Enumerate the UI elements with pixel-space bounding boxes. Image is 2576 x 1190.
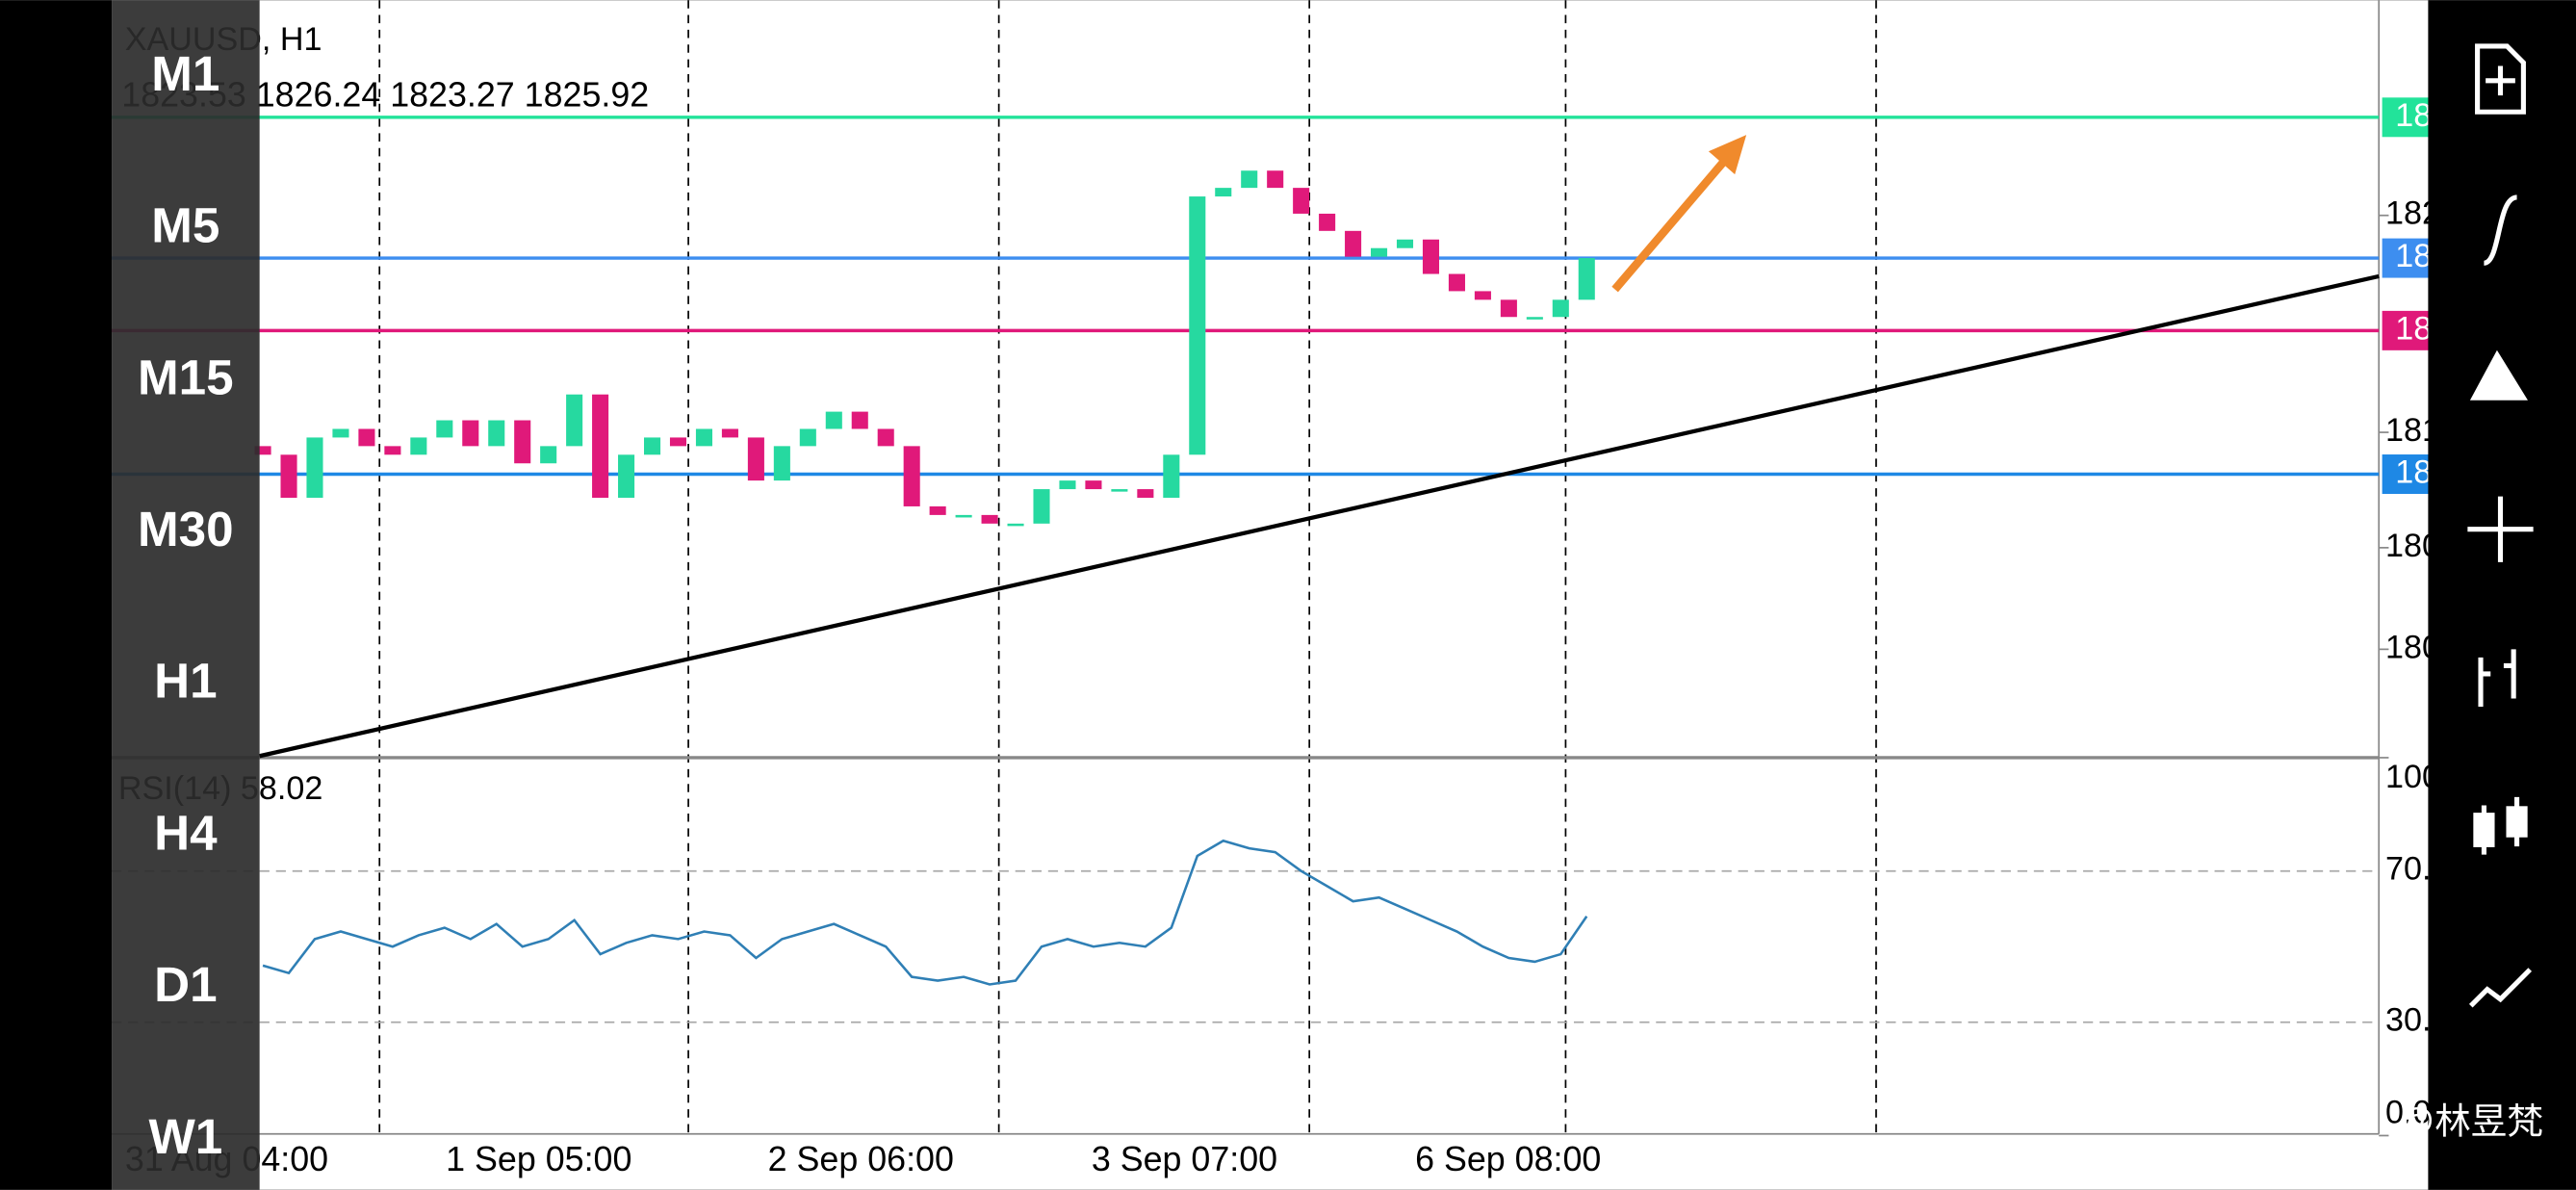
objects-icon[interactable]: [2469, 349, 2528, 401]
candle: [1215, 188, 1232, 197]
candle: [488, 420, 505, 447]
rsi-line: [262, 839, 1588, 986]
timeframe-panel: [112, 0, 260, 1190]
candle: [1085, 480, 1102, 490]
line-chart-icon[interactable]: [2468, 968, 2533, 1008]
candle: [1500, 299, 1517, 318]
timeframe-button[interactable]: D1: [154, 957, 217, 1012]
candle: [1137, 489, 1154, 499]
candle: [1267, 170, 1284, 189]
arrow-head: [1708, 135, 1747, 175]
candle: [1319, 213, 1336, 231]
candle: [384, 446, 401, 455]
time-label: 1 Sep 05:00: [446, 1140, 631, 1178]
candle: [332, 428, 349, 438]
candle: [306, 437, 323, 499]
time-label: 2 Sep 06:00: [768, 1140, 954, 1178]
timeframe-button[interactable]: H1: [154, 654, 217, 709]
candle: [436, 420, 453, 438]
candle: [1163, 454, 1180, 499]
candle: [1241, 170, 1258, 189]
candle: [358, 428, 375, 447]
candle: [1111, 489, 1128, 492]
candle: [669, 437, 687, 447]
timeframe-button[interactable]: W1: [148, 1109, 222, 1164]
candle: [618, 454, 635, 499]
candle: [592, 394, 609, 499]
candle: [1552, 299, 1569, 318]
time-label: 6 Sep 08:00: [1415, 1140, 1601, 1178]
timeframe-button[interactable]: H4: [154, 805, 218, 860]
new-order-icon[interactable]: [2475, 43, 2526, 115]
left-edge: [0, 0, 113, 1190]
timeframe-button[interactable]: M15: [138, 349, 234, 404]
timeframe-button[interactable]: M30: [138, 502, 234, 556]
bar-chart-icon[interactable]: [2478, 649, 2516, 708]
candle: [695, 428, 712, 447]
time-label: 3 Sep 07:00: [1092, 1140, 1277, 1178]
candle: [955, 514, 972, 518]
candle: [981, 514, 998, 524]
candle: [462, 420, 479, 447]
candle: [1474, 291, 1491, 300]
candle: [747, 437, 764, 481]
candle: [799, 428, 816, 447]
candle: [721, 428, 738, 438]
candle: [1448, 273, 1465, 292]
candle: [540, 446, 557, 464]
candle: [514, 420, 531, 464]
candle: [851, 411, 868, 429]
candle: [1526, 317, 1543, 320]
indicators-icon[interactable]: [2483, 194, 2518, 266]
candle: [1578, 258, 1595, 300]
candle: [1293, 188, 1310, 214]
trend-line: [259, 273, 2380, 759]
toolbar: [2428, 0, 2576, 1190]
candle-icon-body[interactable]: [2473, 813, 2495, 847]
candle: [903, 446, 920, 506]
candle: [1189, 196, 1206, 455]
arrow: [1611, 135, 1747, 293]
toolbar-icons: [2467, 43, 2534, 1008]
candle: [1007, 523, 1024, 527]
candle: [644, 437, 661, 455]
candle: [1422, 239, 1440, 274]
watermark: @林昱梵: [2398, 1100, 2543, 1141]
candle: [410, 437, 427, 455]
candle: [1396, 239, 1414, 248]
candle: [1059, 480, 1076, 490]
candle: [280, 454, 297, 499]
candle: [566, 394, 583, 447]
candle: [773, 446, 790, 481]
candle: [1371, 247, 1388, 257]
crosshair-icon[interactable]: [2467, 496, 2534, 562]
candle-icon-body[interactable]: [2506, 806, 2528, 838]
candle: [254, 446, 271, 455]
arrow-shaft: [1611, 153, 1732, 293]
timeframe-list: M1 M5 M15 M30 H1 H4 D1 W1: [138, 46, 234, 1164]
timeframe-button[interactable]: M1: [151, 46, 219, 101]
candle: [929, 505, 946, 515]
plot: [112, 116, 2380, 986]
candle: [1033, 489, 1050, 524]
candle: [825, 411, 842, 429]
candle: [1345, 230, 1362, 257]
candle: [877, 428, 894, 447]
timeframe-button[interactable]: M5: [151, 198, 219, 253]
